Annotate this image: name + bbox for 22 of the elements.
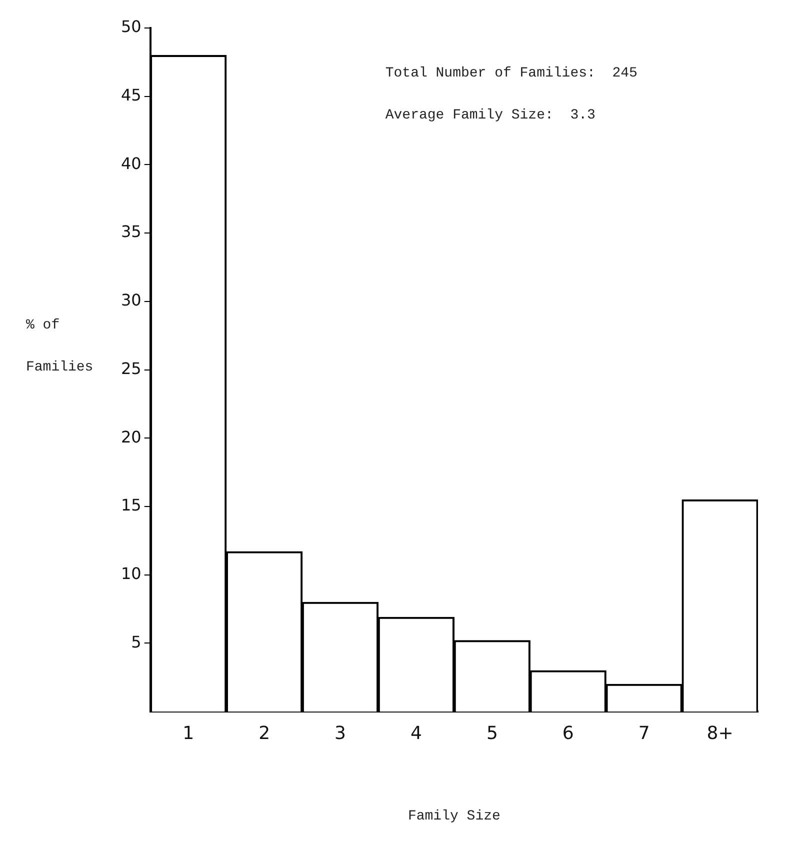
x-tick-label: 4 (410, 723, 422, 744)
x-tick-label: 2 (258, 723, 270, 744)
y-tick-label: 35 (121, 222, 142, 242)
y-tick-label: 25 (121, 358, 142, 378)
x-tick-label: 6 (562, 723, 574, 744)
x-tick-label: 5 (486, 723, 498, 744)
y-tick-label: 30 (121, 290, 142, 310)
annotation: Total Number of Families: 245 (385, 66, 638, 82)
x-tick-label: 3 (334, 723, 346, 744)
x-tick-label: 1 (182, 723, 194, 744)
y-tick-label: 20 (121, 427, 142, 446)
y-tick-label: 45 (121, 86, 142, 105)
x-axis-title: Family Size (408, 808, 500, 824)
text: % of Families (26, 318, 94, 376)
y-tick-label: 10 (121, 564, 142, 584)
y-tick-label: 5 (131, 632, 142, 652)
y-tick-label: 50 (121, 17, 142, 36)
y-tick-label: 40 (121, 154, 142, 173)
x-tick-label: 8+ (706, 723, 734, 744)
x-tick-label: 7 (638, 723, 650, 744)
y-tick-label: 15 (121, 496, 142, 515)
annotation: Average Family Size: 3.3 (385, 108, 596, 124)
